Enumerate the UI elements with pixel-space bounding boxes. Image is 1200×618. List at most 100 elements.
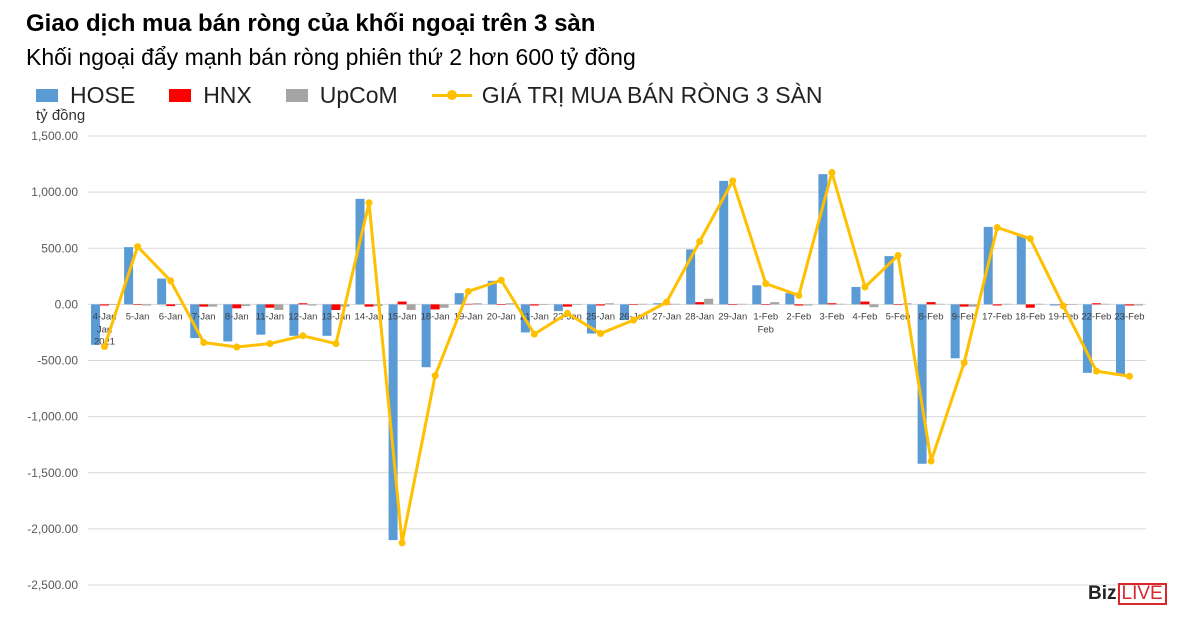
- x-tick-sublabel: Jan: [97, 324, 112, 335]
- bar-upcom: [704, 298, 714, 305]
- net-total-point: [497, 276, 505, 284]
- x-tick-label: 14-Jan: [355, 311, 384, 322]
- y-tick-label: 1,000.00: [31, 185, 78, 199]
- y-tick-label: -2,000.00: [27, 522, 78, 536]
- y-axis-unit-label: tỷ đồng: [36, 107, 86, 124]
- x-tick-label: 8-Jan: [225, 311, 249, 322]
- bar-hnx: [133, 304, 143, 305]
- legend: HOSE HNX UpCoM GIÁ TRỊ MUA BÁN RÒNG 3 SÀ…: [36, 80, 857, 110]
- bar-upcom: [869, 304, 879, 308]
- x-tick-label: 7-Jan: [192, 311, 216, 322]
- bar-hose: [586, 304, 596, 334]
- legend-item-hose[interactable]: HOSE: [36, 82, 135, 109]
- bar-hnx: [860, 301, 870, 305]
- bar-upcom: [208, 304, 218, 307]
- legend-label-hose: HOSE: [70, 81, 136, 108]
- bar-upcom: [406, 304, 416, 310]
- chart-title: Giao dịch mua bán ròng của khối ngoại tr…: [26, 10, 596, 37]
- bar-hose: [322, 304, 332, 336]
- bar-upcom: [439, 304, 449, 308]
- legend-item-upcom[interactable]: UpCoM: [285, 82, 398, 109]
- bar-upcom: [241, 304, 251, 307]
- y-tick-label: 0.00: [55, 297, 79, 311]
- net-total-point: [200, 339, 208, 347]
- y-tick-label: -1,000.00: [27, 410, 78, 424]
- legend-item-hnx[interactable]: HNX: [169, 82, 252, 109]
- x-tick-label: 29-Jan: [718, 311, 747, 322]
- bar-upcom: [1133, 304, 1143, 306]
- bar-upcom: [142, 304, 152, 306]
- net-total-point: [1092, 367, 1100, 375]
- y-tick-label: 1,500.00: [31, 129, 78, 143]
- net-total-point: [266, 340, 274, 348]
- bar-upcom: [1100, 303, 1110, 305]
- bar-hnx: [629, 304, 639, 305]
- net-total-point: [729, 177, 737, 185]
- x-tick-label: 12-Jan: [288, 311, 317, 322]
- bar-hose: [653, 303, 663, 305]
- y-tick-label: -1,500.00: [27, 466, 78, 480]
- net-total-point: [927, 457, 935, 465]
- legend-swatch-hnx: [169, 88, 192, 102]
- net-total-point: [795, 291, 803, 299]
- x-tick-label: 5-Jan: [126, 311, 150, 322]
- x-tick-label: 22-Feb: [1081, 311, 1111, 322]
- legend-item-net-total[interactable]: GIÁ TRỊ MUA BÁN RÒNG 3 SÀN: [431, 82, 823, 109]
- bar-hnx: [397, 301, 407, 305]
- x-tick-label: 27-Jan: [652, 311, 681, 322]
- bar-upcom: [770, 302, 780, 305]
- bar-hose: [553, 304, 563, 312]
- bar-hose: [91, 304, 101, 345]
- bar-upcom: [175, 304, 185, 305]
- bar-upcom: [604, 303, 614, 305]
- bar-hnx: [331, 304, 341, 310]
- net-total-point: [1026, 235, 1034, 243]
- bar-upcom: [968, 304, 978, 307]
- x-tick-label: 11-Jan: [256, 311, 284, 322]
- bar-hose: [884, 256, 894, 305]
- x-tick-label: 8-Feb: [919, 311, 944, 322]
- net-total-point: [596, 330, 604, 338]
- legend-label-hnx: HNX: [203, 81, 252, 108]
- bar-upcom: [571, 304, 581, 305]
- bar-upcom: [1067, 304, 1077, 305]
- bar-hose: [487, 280, 497, 305]
- bar-upcom: [737, 303, 747, 305]
- bar-upcom: [803, 304, 813, 306]
- bar-hose: [785, 293, 795, 305]
- y-tick-label: -500.00: [37, 354, 78, 368]
- x-tick-label: 18-Feb: [1015, 311, 1045, 322]
- net-total-point: [134, 243, 142, 251]
- x-tick-label: 17-Feb: [982, 311, 1012, 322]
- y-tick-label: -2,500.00: [27, 578, 78, 592]
- bar-upcom: [671, 303, 681, 305]
- y-tick-label: 500.00: [41, 241, 78, 255]
- legend-swatch-hose: [36, 88, 58, 102]
- bar-hnx: [926, 302, 936, 305]
- bar-hnx: [496, 304, 506, 305]
- bar-hose: [686, 249, 696, 305]
- bar-upcom: [1034, 303, 1044, 305]
- net-total-point: [332, 340, 340, 348]
- x-tick-label: 6-Jan: [159, 311, 183, 322]
- bar-hose: [256, 304, 266, 335]
- x-tick-label: 22-Jan: [553, 311, 582, 322]
- net-total-point: [398, 539, 406, 547]
- bar-hnx: [695, 302, 705, 305]
- x-tick-label: 1-Feb: [753, 311, 778, 322]
- bizlive-logo: Biz LIVE: [1088, 583, 1167, 605]
- legend-swatch-upcom: [285, 88, 308, 102]
- net-total-point: [1059, 302, 1067, 310]
- bar-hnx: [562, 304, 572, 307]
- net-total-point: [167, 277, 175, 285]
- x-tick-label: 25-Jan: [586, 311, 615, 322]
- x-tick-label: 18-Jan: [421, 311, 450, 322]
- bar-hnx: [595, 304, 605, 306]
- bar-hose: [1016, 235, 1026, 305]
- bar-hnx: [166, 304, 176, 307]
- bar-hose: [454, 293, 464, 305]
- net-total-point: [299, 332, 307, 340]
- bar-hnx: [364, 304, 374, 307]
- bar-upcom: [505, 303, 515, 305]
- bar-hnx: [1091, 303, 1101, 305]
